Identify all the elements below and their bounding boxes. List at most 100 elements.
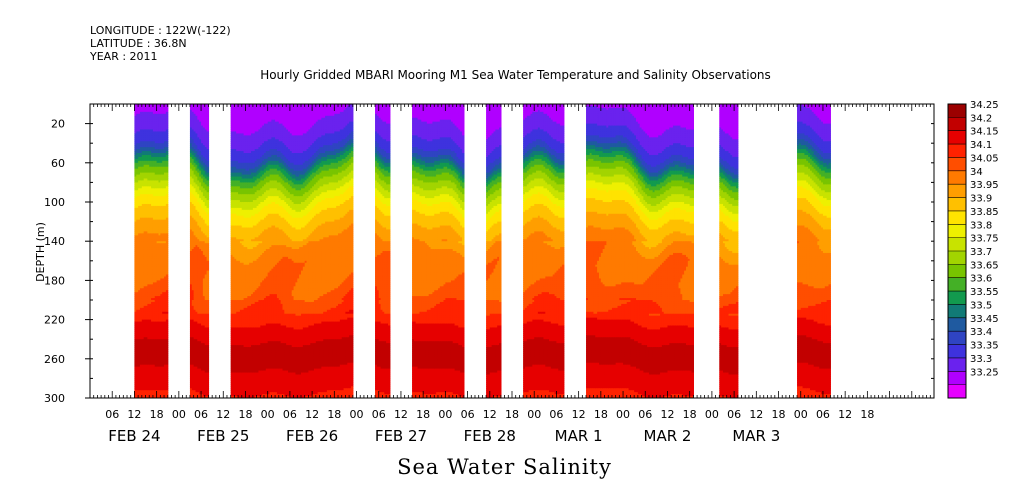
salinity-cell <box>149 133 152 136</box>
salinity-cell <box>147 168 150 172</box>
chart-title-text: Hourly Gridded MBARI Mooring M1 Sea Wate… <box>260 68 771 82</box>
salinity-cell <box>145 182 148 185</box>
salinity-cell <box>154 190 158 193</box>
salinity-cell <box>149 266 152 270</box>
salinity-cell <box>154 158 158 162</box>
salinity-cell <box>139 372 143 376</box>
salinity-cell <box>138 300 141 303</box>
salinity-cell <box>145 374 148 378</box>
salinity-cell <box>139 196 143 199</box>
salinity-cell <box>147 311 150 315</box>
salinity-cell <box>136 211 139 215</box>
salinity-cell <box>138 209 141 213</box>
salinity-cell <box>139 284 143 287</box>
salinity-cell <box>147 172 150 176</box>
salinity-cell <box>156 313 160 317</box>
salinity-cell <box>139 217 143 221</box>
salinity-cell <box>151 366 154 370</box>
salinity-cell <box>149 247 152 250</box>
salinity-cell <box>141 288 145 291</box>
salinity-cell <box>154 360 158 364</box>
salinity-cell <box>154 115 158 119</box>
salinity-cell <box>156 252 160 256</box>
salinity-cell <box>141 337 145 340</box>
salinity-cell <box>136 131 139 134</box>
salinity-cell <box>156 345 160 348</box>
salinity-cell <box>147 292 150 295</box>
salinity-cell <box>141 372 145 376</box>
salinity-cell <box>149 225 152 229</box>
salinity-cell <box>147 198 150 201</box>
salinity-cell <box>141 225 145 229</box>
salinity-cell <box>145 203 148 207</box>
salinity-cell <box>145 307 148 311</box>
salinity-cell <box>145 243 148 246</box>
salinity-cell <box>149 345 152 348</box>
salinity-cell <box>136 364 139 368</box>
salinity-cell <box>149 325 152 329</box>
salinity-cell <box>147 315 150 319</box>
salinity-cell <box>151 372 154 376</box>
salinity-cell <box>149 184 152 187</box>
salinity-cell <box>134 300 137 303</box>
salinity-cell <box>136 331 139 334</box>
salinity-cell <box>138 115 141 119</box>
salinity-cell <box>136 143 139 146</box>
salinity-cell <box>154 217 158 221</box>
salinity-cell <box>141 323 145 327</box>
salinity-cell <box>136 139 139 142</box>
salinity-cell <box>152 274 156 278</box>
salinity-cell <box>151 260 154 264</box>
salinity-cell <box>141 249 145 252</box>
salinity-cell <box>138 396 141 398</box>
salinity-cell <box>156 319 160 323</box>
salinity-cell <box>147 215 150 219</box>
salinity-cell <box>156 168 160 172</box>
salinity-cell <box>141 272 145 276</box>
salinity-cell <box>154 137 158 140</box>
salinity-cell <box>141 182 145 185</box>
salinity-cell <box>147 190 150 193</box>
salinity-cell <box>136 319 139 323</box>
salinity-cell <box>149 227 152 231</box>
salinity-cell <box>154 386 158 389</box>
salinity-cell <box>156 350 160 354</box>
salinity-cell <box>138 352 141 356</box>
salinity-cell <box>156 349 160 352</box>
salinity-cell <box>149 388 152 391</box>
salinity-cell <box>154 313 158 317</box>
salinity-cell <box>151 352 154 356</box>
salinity-cell <box>134 374 137 378</box>
salinity-cell <box>145 239 148 242</box>
salinity-cell <box>141 135 145 138</box>
salinity-cell <box>147 252 150 256</box>
salinity-cell <box>138 143 141 146</box>
salinity-cell <box>156 235 160 238</box>
salinity-cell <box>149 156 152 160</box>
salinity-cell <box>145 107 148 111</box>
salinity-cell <box>154 227 158 231</box>
salinity-cell <box>156 298 160 301</box>
salinity-cell <box>139 109 143 113</box>
salinity-cell <box>139 117 143 121</box>
salinity-cell <box>149 251 152 254</box>
salinity-cell <box>149 105 152 109</box>
salinity-cell <box>134 388 137 391</box>
salinity-cell <box>147 360 150 364</box>
salinity-cell <box>141 219 145 223</box>
salinity-cell <box>149 121 152 125</box>
salinity-cell <box>143 321 147 325</box>
salinity-cell <box>151 245 154 248</box>
salinity-cell <box>136 315 139 319</box>
salinity-cell <box>141 158 145 162</box>
salinity-cell <box>154 131 158 134</box>
salinity-cell <box>151 129 154 133</box>
salinity-cell <box>136 207 139 211</box>
salinity-cell <box>149 303 152 307</box>
salinity-cell <box>141 233 145 236</box>
salinity-cell <box>149 252 152 256</box>
salinity-cell <box>151 143 154 146</box>
salinity-cell <box>147 313 150 317</box>
salinity-cell <box>156 266 160 270</box>
salinity-cell <box>143 107 147 111</box>
